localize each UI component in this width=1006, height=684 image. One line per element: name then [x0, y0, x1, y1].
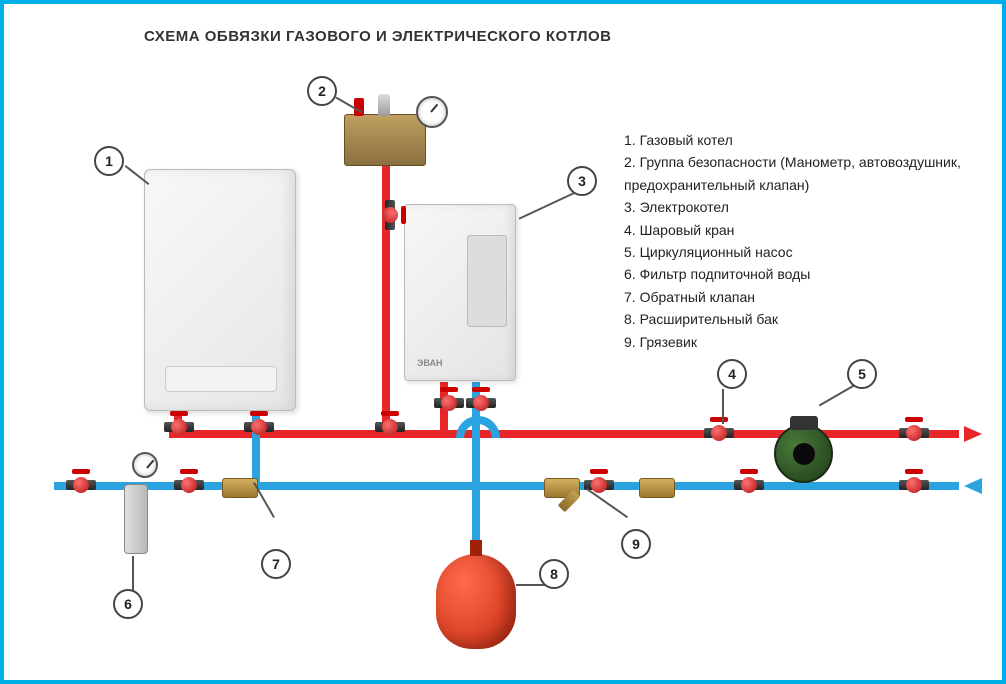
callout-marker: 3 — [567, 166, 597, 196]
ball-valve — [379, 200, 401, 230]
callout-line — [519, 190, 579, 219]
flow-arrow-hot-icon — [964, 426, 982, 442]
ball-valve — [704, 422, 734, 444]
callout-number: 1 — [105, 153, 113, 169]
legend-item: 7. Обратный клапан — [624, 286, 961, 308]
diagram-title: СХЕМА ОБВЯЗКИ ГАЗОВОГО И ЭЛЕКТРИЧЕСКОГО … — [144, 28, 612, 45]
callout-number: 9 — [632, 536, 640, 552]
callout-number: 4 — [728, 366, 736, 382]
legend-item: 8. Расширительный бак — [624, 308, 961, 330]
callout-marker: 6 — [113, 589, 143, 619]
callout-marker: 8 — [539, 559, 569, 589]
legend-item: 6. Фильтр подпиточной воды — [624, 263, 961, 285]
ball-valve — [244, 416, 274, 438]
ball-valve — [434, 392, 464, 414]
callout-number: 5 — [858, 366, 866, 382]
callout-marker: 5 — [847, 359, 877, 389]
callout-marker: 1 — [94, 146, 124, 176]
boiler-brand-label: ЭВАН — [417, 358, 442, 368]
legend-item: 2. Группа безопасности (Манометр, автово… — [624, 151, 961, 173]
pressure-gauge-icon — [416, 96, 448, 128]
callout-number: 2 — [318, 83, 326, 99]
callout-marker: 2 — [307, 76, 337, 106]
legend-item: 4. Шаровый кран — [624, 219, 961, 241]
flow-arrow-cold-icon — [964, 478, 982, 494]
filter-gauge-icon — [132, 452, 158, 478]
safety-group — [344, 114, 426, 166]
ball-valve — [466, 392, 496, 414]
ball-valve — [174, 474, 204, 496]
ball-valve — [164, 416, 194, 438]
ball-valve — [899, 474, 929, 496]
legend-item: 5. Циркуляционный насос — [624, 241, 961, 263]
callout-marker: 9 — [621, 529, 651, 559]
ball-valve — [584, 474, 614, 496]
gas-boiler — [144, 169, 296, 411]
legend-item: 1. Газовый котел — [624, 129, 961, 151]
callout-number: 3 — [578, 173, 586, 189]
circulation-pump — [774, 424, 833, 483]
cold-pipe — [472, 490, 480, 540]
callout-number: 8 — [550, 566, 558, 582]
air-vent-icon — [378, 94, 390, 116]
expansion-tank — [436, 554, 516, 649]
ball-valve — [66, 474, 96, 496]
legend-item: предохранительный клапан) — [624, 174, 961, 196]
hot-pipe — [169, 430, 959, 438]
check-valve — [222, 478, 258, 498]
diagram-frame: СХЕМА ОБВЯЗКИ ГАЗОВОГО И ЭЛЕКТРИЧЕСКОГО … — [0, 0, 1006, 684]
electric-boiler: ЭВАН — [404, 204, 516, 381]
callout-number: 6 — [124, 596, 132, 612]
brass-fitting — [639, 478, 675, 498]
ball-valve — [899, 422, 929, 444]
boiler-control-panel — [467, 235, 507, 327]
water-filter — [124, 484, 148, 554]
legend-item: 3. Электрокотел — [624, 196, 961, 218]
callout-marker: 4 — [717, 359, 747, 389]
callout-marker: 7 — [261, 549, 291, 579]
callout-number: 7 — [272, 556, 280, 572]
ball-valve — [734, 474, 764, 496]
legend-item: 9. Грязевик — [624, 331, 961, 353]
legend-block: 1. Газовый котел 2. Группа безопасности … — [624, 129, 961, 353]
pipe-bridge — [456, 416, 500, 438]
callout-line — [722, 389, 724, 424]
ball-valve — [375, 416, 405, 438]
callout-line — [516, 584, 546, 586]
